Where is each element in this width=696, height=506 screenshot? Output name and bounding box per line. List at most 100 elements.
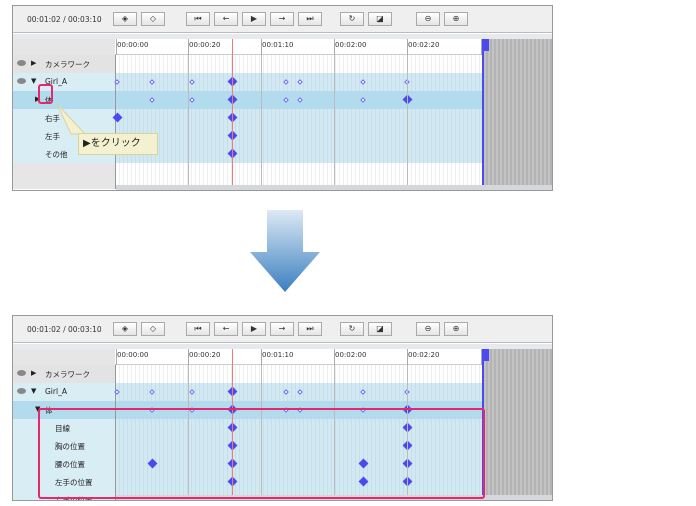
eye-icon[interactable] bbox=[17, 370, 26, 376]
track-name: その他 bbox=[45, 150, 68, 159]
collapse-triangle-icon[interactable]: ▼ bbox=[31, 77, 37, 85]
loop-icon: ↻ bbox=[348, 14, 356, 23]
ruler-tick bbox=[334, 349, 335, 365]
ruler-tick bbox=[481, 39, 482, 55]
add-keyframe-icon: ◈ bbox=[121, 324, 129, 333]
zoom-out-icon: ⊖ bbox=[424, 324, 432, 333]
gridline bbox=[261, 365, 262, 499]
track-row[interactable]: ▼ Girl_A bbox=[13, 383, 482, 401]
ruler-tick bbox=[334, 39, 335, 55]
out-of-range-area bbox=[482, 39, 552, 189]
time-ruler[interactable] bbox=[115, 39, 482, 55]
expanded-rows-highlight bbox=[38, 408, 485, 499]
ruler-label: 00:02:20 bbox=[408, 351, 440, 359]
ruler-label: 00:02:00 bbox=[335, 41, 367, 49]
end-marker-handle[interactable] bbox=[482, 349, 489, 361]
camera-view-icon: ◪ bbox=[376, 324, 384, 333]
time-ruler[interactable] bbox=[115, 349, 482, 365]
track-timeline[interactable] bbox=[116, 145, 482, 163]
loop-button[interactable]: ↻ bbox=[340, 12, 364, 26]
camera-view-button[interactable]: ◪ bbox=[368, 322, 392, 336]
time-display: 00:01:02 / 00:03:10 bbox=[27, 325, 102, 334]
track-timeline[interactable] bbox=[116, 127, 482, 145]
track-name: 右手 bbox=[45, 114, 60, 123]
remove-keyframe-button[interactable]: ◇ bbox=[141, 12, 165, 26]
ruler-tick bbox=[261, 349, 262, 365]
track-name: 胸の位置 bbox=[55, 442, 85, 451]
track-name: カメラワーク bbox=[45, 60, 90, 69]
track-row[interactable]: ▶ カメラワーク bbox=[13, 365, 482, 383]
collapse-triangle-icon[interactable]: ▼ bbox=[31, 387, 37, 395]
ruler-tick bbox=[188, 349, 189, 365]
ruler-tick bbox=[116, 39, 117, 55]
previous-frame-button[interactable]: ← bbox=[214, 322, 238, 336]
expand-triangle-icon[interactable]: ▶ bbox=[31, 369, 37, 377]
go-to-start-icon: ⏮ bbox=[194, 14, 202, 23]
callout-tail bbox=[57, 104, 87, 135]
next-frame-button[interactable]: → bbox=[270, 322, 294, 336]
playhead[interactable] bbox=[232, 39, 233, 189]
add-keyframe-icon: ◈ bbox=[121, 14, 129, 23]
go-to-end-icon: ⏭ bbox=[306, 324, 314, 333]
expand-triangle-icon[interactable]: ▶ bbox=[35, 95, 41, 103]
go-to-start-button[interactable]: ⏮ bbox=[186, 322, 210, 336]
remove-keyframe-button[interactable]: ◇ bbox=[141, 322, 165, 336]
collapse-triangle-icon[interactable]: ▼ bbox=[35, 405, 41, 413]
ruler-label: 00:00:20 bbox=[189, 41, 221, 49]
eye-icon[interactable] bbox=[17, 60, 26, 66]
eye-icon[interactable] bbox=[17, 78, 26, 84]
playhead[interactable] bbox=[232, 349, 233, 499]
track-row[interactable]: ▼ Girl_A bbox=[13, 73, 482, 91]
expand-toggle-highlight bbox=[38, 84, 53, 104]
track-row[interactable]: ▼ 体 bbox=[13, 401, 482, 419]
ruler-label: 00:02:00 bbox=[335, 351, 367, 359]
zoom-out-button[interactable]: ⊖ bbox=[416, 12, 440, 26]
eye-icon[interactable] bbox=[17, 388, 26, 394]
go-to-start-icon: ⏮ bbox=[194, 324, 202, 333]
track-timeline[interactable] bbox=[116, 419, 482, 437]
end-marker-handle[interactable] bbox=[482, 39, 489, 51]
track-timeline[interactable] bbox=[116, 437, 482, 455]
zoom-out-button[interactable]: ⊖ bbox=[416, 322, 440, 336]
track-row[interactable]: 胸の位置 bbox=[13, 437, 482, 455]
go-to-start-button[interactable]: ⏮ bbox=[186, 12, 210, 26]
zoom-in-button[interactable]: ⊕ bbox=[444, 322, 468, 336]
expand-triangle-icon[interactable]: ▶ bbox=[31, 59, 37, 67]
add-keyframe-button[interactable]: ◈ bbox=[113, 12, 137, 26]
track-name: 体 bbox=[45, 96, 53, 105]
track-timeline[interactable] bbox=[116, 109, 482, 127]
track-timeline[interactable] bbox=[116, 455, 482, 473]
ruler-label: 00:00:00 bbox=[117, 351, 149, 359]
previous-frame-icon: ← bbox=[222, 324, 230, 333]
track-row[interactable]: 左手 bbox=[13, 127, 482, 145]
zoom-in-button[interactable]: ⊕ bbox=[444, 12, 468, 26]
toolbar-separator bbox=[13, 34, 552, 39]
track-name: 腰の位置 bbox=[55, 460, 85, 469]
track-row[interactable]: 右手 bbox=[13, 109, 482, 127]
previous-frame-button[interactable]: ← bbox=[214, 12, 238, 26]
end-marker[interactable] bbox=[482, 39, 484, 189]
ruler-label: 00:02:20 bbox=[408, 41, 440, 49]
track-row[interactable]: ▶ 体 bbox=[13, 91, 482, 109]
go-to-end-button[interactable]: ⏭ bbox=[298, 12, 322, 26]
track-timeline[interactable] bbox=[116, 55, 482, 73]
horizontal-scrollbar[interactable] bbox=[116, 185, 552, 190]
track-row[interactable]: ▶ カメラワーク bbox=[13, 55, 482, 73]
zoom-in-icon: ⊕ bbox=[452, 14, 460, 23]
play-button[interactable]: ▶ bbox=[242, 12, 266, 26]
add-keyframe-button[interactable]: ◈ bbox=[113, 322, 137, 336]
track-timeline[interactable] bbox=[116, 365, 482, 383]
ruler-label: 00:01:10 bbox=[262, 41, 294, 49]
loop-button[interactable]: ↻ bbox=[340, 322, 364, 336]
down-arrow-icon bbox=[250, 210, 320, 292]
next-frame-button[interactable]: → bbox=[270, 12, 294, 26]
previous-frame-icon: ← bbox=[222, 14, 230, 23]
play-button[interactable]: ▶ bbox=[242, 322, 266, 336]
go-to-end-button[interactable]: ⏭ bbox=[298, 322, 322, 336]
next-frame-icon: → bbox=[278, 14, 286, 23]
track-label: ▶ カメラワーク bbox=[13, 365, 116, 383]
camera-view-button[interactable]: ◪ bbox=[368, 12, 392, 26]
track-timeline[interactable] bbox=[116, 473, 482, 491]
camera-view-icon: ◪ bbox=[376, 14, 384, 23]
track-name: カメラワーク bbox=[45, 370, 90, 379]
